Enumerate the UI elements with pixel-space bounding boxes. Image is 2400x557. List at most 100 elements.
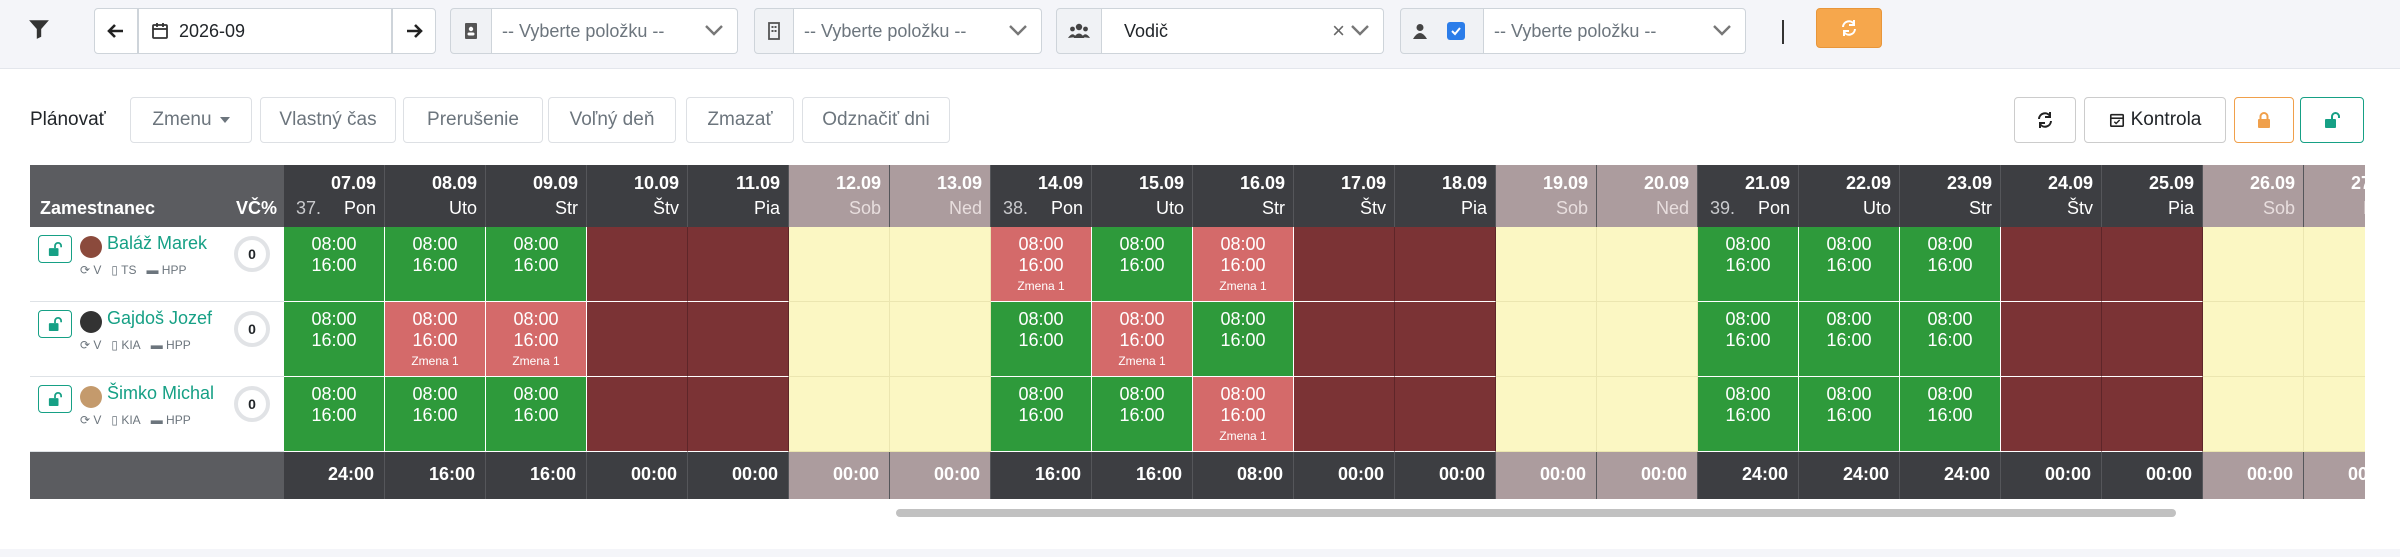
free-day-button[interactable]: Voľný deň [548,97,676,143]
schedule-cell[interactable]: 08:00 16:00 [1092,227,1193,302]
day-header[interactable]: 12.09 Sob [789,165,890,227]
day-header[interactable]: 14.09 Pon 38. [991,165,1092,227]
schedule-cell[interactable] [1597,227,1698,302]
schedule-cell[interactable] [1395,227,1496,302]
schedule-cell[interactable]: 08:00 16:00 [486,377,587,452]
schedule-cell[interactable] [890,377,991,452]
custom-time-button[interactable]: Vlastný čas [260,97,396,143]
schedule-cell[interactable]: 08:00 16:00 [385,227,486,302]
schedule-cell[interactable] [688,377,789,452]
schedule-cell[interactable]: 08:00 16:00 [1900,302,2001,377]
schedule-cell[interactable] [1496,302,1597,377]
schedule-cell[interactable] [587,227,688,302]
day-header[interactable]: 17.09 Štv [1294,165,1395,227]
delete-button[interactable]: Zmazať [686,97,794,143]
unlock-employee-button[interactable] [38,310,72,338]
day-header[interactable]: 21.09 Pon 39. [1698,165,1799,227]
schedule-cell[interactable]: 08:00 16:00 Zmena 1 [1092,302,1193,377]
schedule-cell[interactable]: 08:00 16:00 [1799,227,1900,302]
user-filter-checkbox[interactable] [1447,22,1465,40]
schedule-cell[interactable] [1496,377,1597,452]
schedule-cell[interactable] [2001,302,2102,377]
schedule-cell[interactable]: 08:00 16:00 [385,377,486,452]
schedule-cell[interactable]: 08:00 16:00 [1193,302,1294,377]
schedule-cell[interactable] [890,302,991,377]
day-header[interactable]: 15.09 Uto [1092,165,1193,227]
schedule-cell[interactable] [789,227,890,302]
schedule-cell[interactable] [1294,227,1395,302]
day-header[interactable]: 10.09 Štv [587,165,688,227]
day-header[interactable]: 25.09 Pia [2102,165,2203,227]
schedule-cell[interactable] [688,302,789,377]
schedule-cell[interactable] [1597,377,1698,452]
schedule-cell[interactable]: 08:00 16:00 [284,377,385,452]
next-period-button[interactable] [392,8,436,54]
schedule-cell[interactable]: 08:00 16:00 Zmena 1 [991,227,1092,302]
schedule-cell[interactable] [789,377,890,452]
day-header[interactable]: 08.09 Uto [385,165,486,227]
user-select[interactable]: -- Vyberte položku -- [1484,8,1746,54]
day-header[interactable]: 23.09 Str [1900,165,2001,227]
day-header[interactable]: 27.09 Ned [2304,165,2365,227]
day-header[interactable]: 09.09 Str [486,165,587,227]
day-header[interactable]: 11.09 Pia [688,165,789,227]
schedule-cell[interactable]: 08:00 16:00 [486,227,587,302]
refresh-filter-button[interactable] [1816,8,1882,48]
schedule-cell[interactable]: 08:00 16:00 [1900,377,2001,452]
schedule-cell[interactable]: 08:00 16:00 [284,227,385,302]
schedule-cell[interactable]: 08:00 16:00 Zmena 1 [1193,377,1294,452]
schedule-cell[interactable] [1294,302,1395,377]
schedule-cell[interactable]: 08:00 16:00 [1698,227,1799,302]
schedule-cell[interactable] [2304,227,2365,302]
day-header[interactable]: 26.09 Sob [2203,165,2304,227]
schedule-cell[interactable] [2001,377,2102,452]
schedule-cell[interactable] [2304,302,2365,377]
period-field[interactable]: 2026-09 [138,8,392,54]
day-header[interactable]: 16.09 Str [1193,165,1294,227]
schedule-cell[interactable] [1395,377,1496,452]
horizontal-scrollbar[interactable] [896,509,2176,517]
check-button[interactable]: Kontrola [2084,97,2226,143]
schedule-cell[interactable] [2102,227,2203,302]
break-button[interactable]: Prerušenie [403,97,543,143]
schedule-cell[interactable] [890,227,991,302]
schedule-cell[interactable]: 08:00 16:00 [1698,302,1799,377]
prev-period-button[interactable] [94,8,138,54]
schedule-cell[interactable]: 08:00 16:00 [991,302,1092,377]
day-header[interactable]: 24.09 Štv [2001,165,2102,227]
employee-name[interactable]: Baláž Marek [107,233,208,253]
unlock-employee-button[interactable] [38,385,72,413]
schedule-cell[interactable] [1597,302,1698,377]
schedule-cell[interactable]: 08:00 16:00 [1092,377,1193,452]
schedule-cell[interactable] [2304,377,2365,452]
schedule-cell[interactable]: 08:00 16:00 Zmena 1 [385,302,486,377]
filter-icon[interactable] [28,18,50,40]
schedule-cell[interactable] [1496,227,1597,302]
lock-all-button[interactable] [2234,97,2294,143]
building-select[interactable]: -- Vyberte položku -- [794,8,1042,54]
schedule-cell[interactable] [1395,302,1496,377]
schedule-cell[interactable]: 08:00 16:00 Zmena 1 [486,302,587,377]
schedule-cell[interactable] [2203,227,2304,302]
schedule-cell[interactable] [688,227,789,302]
day-header[interactable]: 19.09 Sob [1496,165,1597,227]
schedule-cell[interactable]: 08:00 16:00 [1799,302,1900,377]
schedule-cell[interactable] [2001,227,2102,302]
day-header[interactable]: 20.09 Ned [1597,165,1698,227]
schedule-cell[interactable] [2203,302,2304,377]
shift-dropdown-button[interactable]: Zmenu [130,97,252,143]
role-select[interactable]: Vodič × [1102,8,1384,54]
reload-button[interactable] [2014,97,2076,143]
schedule-cell[interactable]: 08:00 16:00 [1900,227,2001,302]
day-header[interactable]: 13.09 Ned [890,165,991,227]
schedule-cell[interactable]: 08:00 16:00 [1698,377,1799,452]
day-header[interactable]: 22.09 Uto [1799,165,1900,227]
employee-name[interactable]: Gajdoš Jozef [107,308,213,328]
schedule-cell[interactable] [2203,377,2304,452]
day-header[interactable]: 07.09 Pon 37. [284,165,385,227]
schedule-cell[interactable] [587,302,688,377]
schedule-cell[interactable]: 08:00 16:00 [991,377,1092,452]
day-header[interactable]: 18.09 Pia [1395,165,1496,227]
unlock-all-button[interactable] [2300,97,2364,143]
schedule-cell[interactable] [789,302,890,377]
